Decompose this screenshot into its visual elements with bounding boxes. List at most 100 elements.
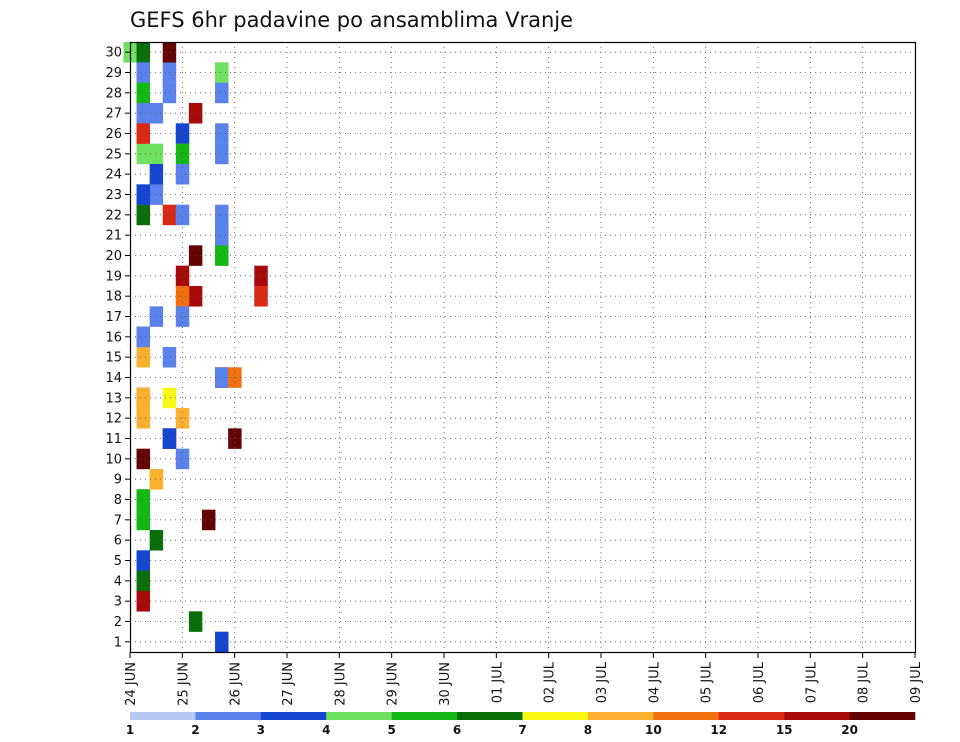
- x-tick-label: 02 JUL: [543, 661, 558, 703]
- heatmap-cell: [201, 509, 216, 531]
- heatmap-cell: [175, 286, 190, 307]
- heatmap-cell: [175, 306, 190, 327]
- y-tick-label: 15: [105, 351, 122, 366]
- y-tick-label: 29: [105, 66, 122, 81]
- colorbar-swatch: [326, 712, 392, 720]
- x-axis: 24 JUN 25 JUN 26 JUN 27 JUN 28 JUN 29 JUN 30 J…: [124, 652, 924, 706]
- heatmap-cell: [149, 530, 164, 551]
- colorbar-swatch: [587, 712, 654, 720]
- heatmap-cell: [136, 82, 151, 104]
- x-tick-label: 27 JUN: [281, 662, 296, 706]
- x-tick-label: 01 JUL: [490, 661, 505, 703]
- heatmap-cell: [175, 123, 190, 144]
- y-tick-label: 12: [105, 412, 122, 427]
- x-tick-label: 06 JUL: [752, 661, 767, 703]
- colorbar-swatch: [718, 712, 785, 720]
- y-tick-label: 13: [105, 391, 122, 406]
- y-tick-label: 16: [105, 330, 122, 345]
- y-tick-label: 24: [105, 168, 122, 183]
- heatmap-cell: [175, 204, 190, 226]
- heatmap-cell: [136, 408, 151, 429]
- heatmap-cell: [136, 326, 151, 348]
- x-tick-label: 25 JUN: [176, 662, 191, 706]
- heatmap-cell: [162, 387, 177, 409]
- y-tick-label: 18: [105, 290, 122, 305]
- heatmap-cell: [136, 62, 151, 83]
- heatmap-cell: [254, 286, 268, 307]
- x-tick-label: 09 JUL: [909, 661, 924, 703]
- plot-frame: [129, 41, 917, 654]
- y-tick-label: 6: [114, 534, 122, 549]
- x-tick-label: 07 JUL: [804, 661, 819, 703]
- heatmap-cell: [149, 306, 164, 327]
- colorbar-swatch: [653, 712, 720, 720]
- heatmap-cell: [162, 82, 177, 104]
- colorbar-label: 20: [841, 723, 858, 737]
- heatmap-cell: [136, 143, 151, 165]
- heatmap-cell: [175, 164, 190, 185]
- y-tick-label: 28: [105, 86, 122, 101]
- y-tick-label: 23: [105, 188, 122, 203]
- colorbar-label: 10: [645, 723, 662, 737]
- heatmap-cell: [136, 387, 151, 409]
- heatmap-cell: [149, 143, 164, 165]
- x-tick-label: 28 JUN: [333, 662, 348, 706]
- y-tick-label: 9: [114, 473, 122, 488]
- colorbar-swatch: [195, 712, 262, 720]
- y-tick-label: 5: [114, 554, 122, 569]
- y-tick-label: 4: [114, 574, 122, 589]
- colorbar-label: 12: [710, 723, 727, 737]
- y-tick-label: 21: [105, 229, 122, 244]
- heatmap-cell: [215, 225, 229, 246]
- y-tick-label: 19: [105, 269, 122, 284]
- colorbar-label: 4: [322, 723, 330, 737]
- y-tick-label: 25: [105, 147, 122, 162]
- heatmap-cell: [215, 245, 229, 266]
- chart-title: GEFS 6hr padavine po ansamblima Vranje: [130, 8, 573, 32]
- heatmap-cell: [215, 123, 229, 144]
- heatmap-cell: [136, 42, 151, 63]
- heatmap-cell: [162, 428, 177, 449]
- x-tick-label: 29 JUN: [386, 662, 401, 706]
- y-tick-label: 11: [105, 432, 122, 447]
- x-tick-label: 24 JUN: [124, 662, 139, 706]
- heatmap-cell: [215, 631, 229, 653]
- x-tick-label: 30 JUN: [438, 662, 453, 706]
- heatmap-cell: [215, 82, 229, 104]
- y-tick-label: 17: [105, 310, 122, 325]
- heatmap-cell: [228, 428, 242, 449]
- x-tick-label: 03 JUL: [595, 661, 610, 703]
- heatmap-cell: [136, 448, 151, 470]
- colorbar: 1 2 3 4 5 6 7 8 10 12 15 20: [126, 712, 916, 737]
- x-tick-label: 04 JUL: [647, 661, 662, 703]
- heatmap-cell: [136, 570, 151, 592]
- heatmap-cell: [162, 62, 177, 83]
- heatmap-cell: [175, 143, 190, 165]
- heatmap-cells: [123, 42, 268, 653]
- heatmap-cell: [136, 489, 151, 510]
- colorbar-label: 15: [776, 723, 793, 737]
- heatmap-cell: [136, 591, 151, 612]
- y-tick-label: 26: [105, 127, 122, 142]
- colorbar-label: 1: [126, 723, 134, 737]
- heatmap-cell: [136, 103, 151, 124]
- heatmap-cell: [175, 265, 190, 287]
- y-tick-label: 8: [114, 493, 122, 508]
- colorbar-swatch: [130, 712, 196, 720]
- y-tick-label: 14: [105, 371, 122, 386]
- y-tick-label: 1: [114, 635, 122, 650]
- colorbar-label: 5: [387, 723, 395, 737]
- heatmap-cell: [136, 123, 151, 144]
- heatmap-cell: [254, 265, 268, 287]
- colorbar-label: 6: [453, 723, 461, 737]
- heatmap-cell: [136, 550, 151, 571]
- y-tick-label: 30: [105, 46, 122, 61]
- colorbar-label: 7: [518, 723, 526, 737]
- heatmap-cell: [136, 347, 151, 368]
- heatmap-cell: [149, 164, 164, 185]
- x-tick-label: 26 JUN: [229, 662, 244, 706]
- y-axis: 1234567891011121314151617181920212223242…: [105, 46, 130, 650]
- colorbar-swatch: [522, 712, 589, 720]
- heatmap-cell: [149, 469, 164, 490]
